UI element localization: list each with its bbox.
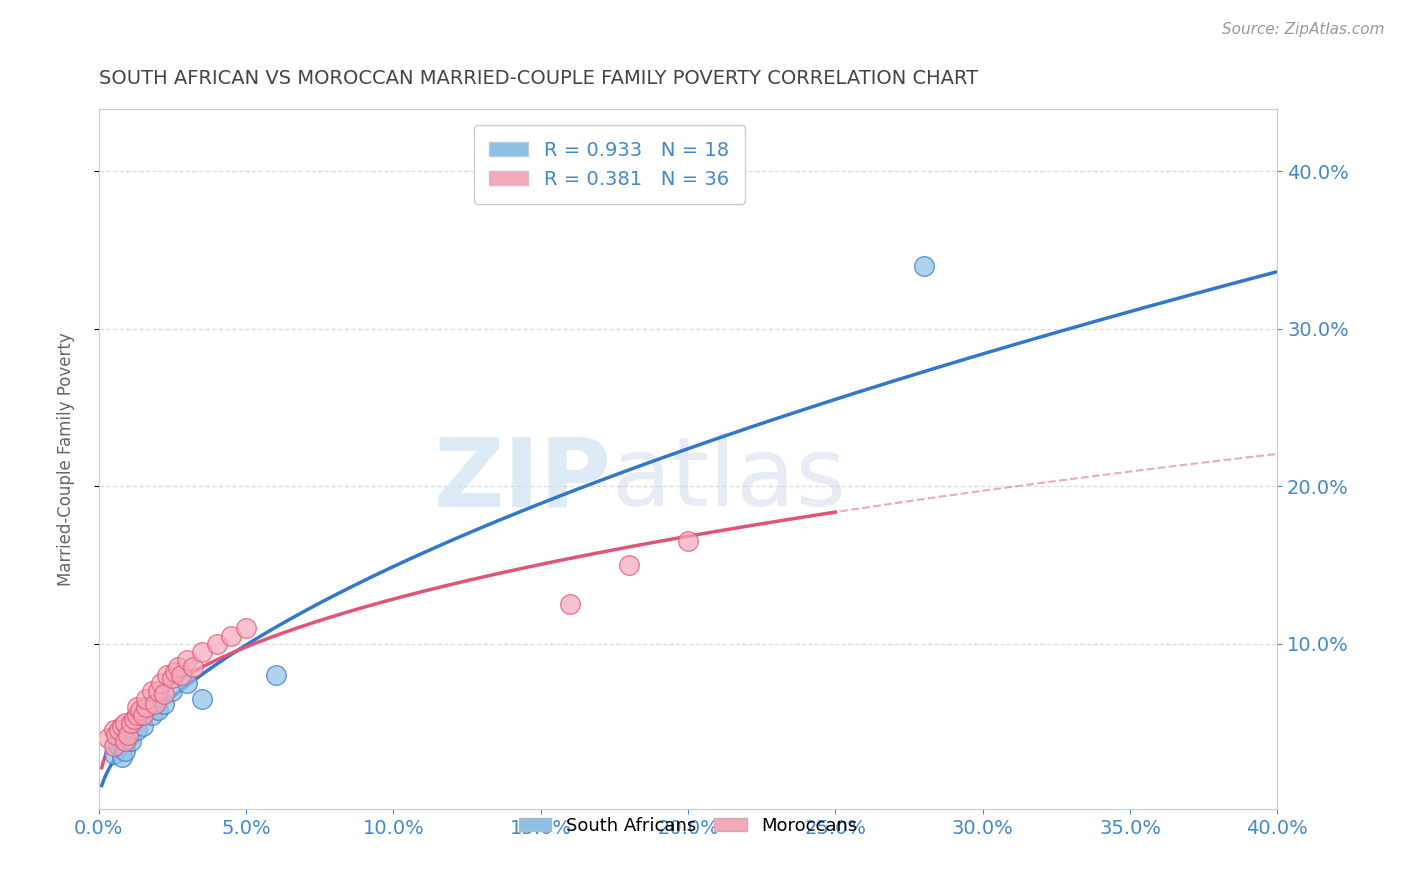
Point bbox=[114, 734, 136, 748]
Point bbox=[129, 703, 152, 717]
Point bbox=[146, 703, 169, 717]
Point bbox=[108, 723, 131, 738]
Point bbox=[117, 728, 139, 742]
Point bbox=[560, 598, 582, 612]
Point bbox=[129, 707, 152, 722]
Point bbox=[127, 707, 149, 722]
Point bbox=[162, 672, 184, 686]
Point bbox=[111, 750, 134, 764]
Point bbox=[135, 699, 157, 714]
Point bbox=[122, 712, 145, 726]
Point bbox=[132, 719, 155, 733]
Point bbox=[176, 652, 198, 666]
Y-axis label: Married-Couple Family Poverty: Married-Couple Family Poverty bbox=[58, 332, 75, 586]
Point bbox=[912, 259, 935, 273]
Point bbox=[117, 731, 139, 746]
Point bbox=[149, 676, 172, 690]
Point bbox=[162, 684, 184, 698]
Point bbox=[235, 621, 257, 635]
Text: atlas: atlas bbox=[612, 434, 846, 526]
Point bbox=[143, 697, 166, 711]
Text: ZIP: ZIP bbox=[433, 434, 612, 526]
Text: SOUTH AFRICAN VS MOROCCAN MARRIED-COUPLE FAMILY POVERTY CORRELATION CHART: SOUTH AFRICAN VS MOROCCAN MARRIED-COUPLE… bbox=[98, 69, 979, 87]
Point bbox=[141, 707, 163, 722]
Text: Source: ZipAtlas.com: Source: ZipAtlas.com bbox=[1222, 22, 1385, 37]
Point bbox=[181, 660, 204, 674]
Point bbox=[105, 728, 128, 742]
Point bbox=[152, 687, 174, 701]
Point bbox=[108, 739, 131, 754]
Point bbox=[120, 734, 142, 748]
Point bbox=[132, 707, 155, 722]
Point bbox=[167, 660, 190, 674]
Point bbox=[191, 692, 214, 706]
Point bbox=[152, 697, 174, 711]
Point bbox=[120, 715, 142, 730]
Point bbox=[111, 719, 134, 733]
Point bbox=[135, 692, 157, 706]
Point bbox=[676, 534, 699, 549]
Point bbox=[205, 637, 228, 651]
Point bbox=[146, 684, 169, 698]
Point bbox=[103, 723, 125, 738]
Point bbox=[141, 684, 163, 698]
Point bbox=[221, 629, 243, 643]
Point bbox=[103, 747, 125, 761]
Point bbox=[170, 668, 193, 682]
Point bbox=[264, 668, 287, 682]
Point bbox=[103, 739, 125, 754]
Point bbox=[165, 665, 187, 680]
Point bbox=[191, 645, 214, 659]
Point bbox=[127, 723, 149, 738]
Point bbox=[114, 715, 136, 730]
Point bbox=[97, 731, 120, 746]
Point bbox=[135, 699, 157, 714]
Point bbox=[114, 744, 136, 758]
Point bbox=[176, 676, 198, 690]
Legend: South Africans, Moroccans: South Africans, Moroccans bbox=[512, 810, 865, 842]
Point bbox=[127, 699, 149, 714]
Point bbox=[155, 668, 177, 682]
Point bbox=[617, 558, 640, 573]
